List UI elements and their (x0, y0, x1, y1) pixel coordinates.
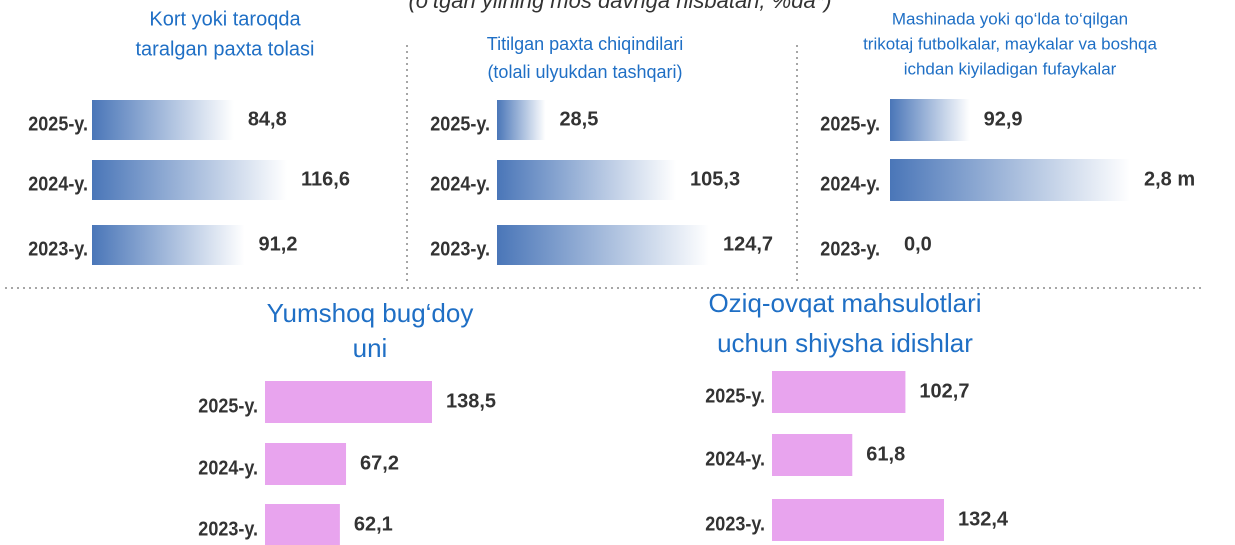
value-label: 91,2 (259, 233, 298, 255)
bar (265, 504, 340, 545)
value-label: 67,2 (360, 452, 399, 474)
value-label: 28,5 (559, 108, 598, 130)
bar (890, 99, 970, 141)
chart-title: (tolali ulyukdan tashqari) (487, 62, 682, 82)
bar (92, 225, 245, 265)
category-label: 2025-y. (705, 385, 765, 407)
category-label: 2024-y. (430, 173, 490, 195)
value-label: 116,6 (301, 168, 350, 190)
chart-title: uchun shiysha idishlar (717, 328, 973, 358)
value-label: 84,8 (248, 108, 287, 130)
category-label: 2025-y. (430, 113, 490, 135)
value-label: 0,0 (904, 233, 932, 255)
value-label: 138,5 (446, 390, 496, 412)
value-label: 61,8 (866, 443, 905, 465)
chart-title: uni (353, 333, 388, 363)
category-label: 2025-y. (820, 113, 880, 135)
bar (772, 434, 853, 476)
chart-title: ichdan kiyiladigan fufaykalar (904, 59, 1117, 78)
bar (265, 381, 432, 423)
category-label: 2024-y. (28, 173, 88, 195)
chart-title: Oziq-ovqat mahsulotlari (708, 288, 981, 318)
chart-title: Yumshoq bug‘doy (267, 298, 474, 328)
category-label: 2023-y. (430, 238, 490, 260)
value-label: 62,1 (354, 513, 393, 535)
category-label: 2025-y. (198, 395, 258, 417)
category-label: 2025-y. (28, 113, 88, 135)
category-label: 2024-y. (820, 173, 880, 195)
value-label: 102,7 (919, 380, 969, 402)
chart-title: Titilgan paxta chiqindilari (487, 34, 683, 54)
value-label: 2,8 m (1144, 168, 1195, 190)
bar (92, 160, 287, 200)
chart-title: trikotaj futbolkalar, maykalar va boshqa (863, 34, 1157, 53)
bar (497, 100, 546, 140)
bar (497, 225, 709, 265)
bar (772, 371, 906, 413)
value-label: 105,3 (690, 168, 740, 190)
value-label: 124,7 (723, 233, 773, 255)
category-label: 2023-y. (198, 518, 258, 540)
category-label: 2023-y. (705, 513, 765, 535)
category-label: 2023-y. (820, 238, 880, 260)
value-label: 92,9 (984, 108, 1023, 130)
subtitle: (o‘tgan yilning mos davriga nisbatan, %d… (408, 0, 831, 13)
bar (92, 100, 234, 140)
chart-title: taralgan paxta tolasi (135, 38, 314, 60)
bar (265, 443, 347, 485)
value-label: 132,4 (958, 508, 1009, 530)
chart-title: Mashinada yoki qo‘lda to‘qilgan (892, 9, 1128, 28)
category-label: 2023-y. (28, 238, 88, 260)
bar (772, 499, 944, 541)
category-label: 2024-y. (705, 448, 765, 470)
category-label: 2024-y. (198, 457, 258, 479)
chart-title: Kort yoki taroqda (149, 8, 301, 30)
bar (497, 160, 677, 200)
bar (890, 159, 1130, 201)
